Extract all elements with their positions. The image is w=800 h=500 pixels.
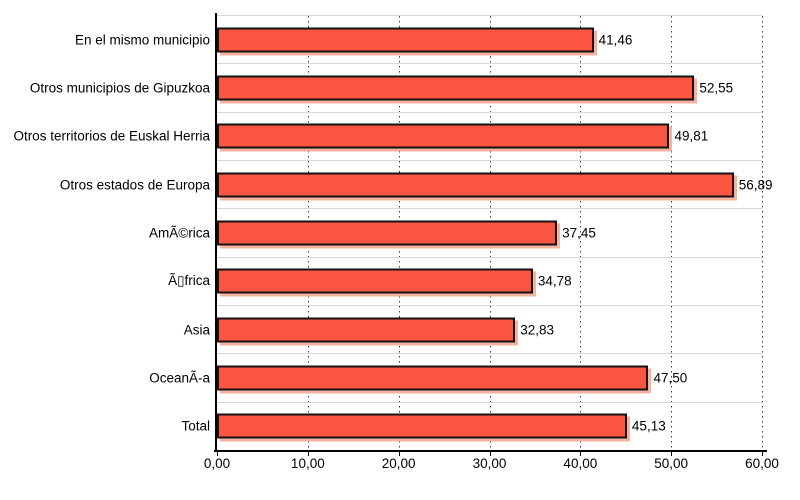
category-label: Otros municipios de Gipuzkoa bbox=[29, 80, 210, 96]
bar bbox=[217, 27, 594, 53]
value-label: 32,83 bbox=[520, 322, 554, 338]
gridline-60 bbox=[762, 16, 763, 450]
x-axis-tick-label: 10,00 bbox=[290, 456, 325, 471]
bar-row: AmÃ©rica 37,45 bbox=[149, 209, 762, 258]
bar-rows: En el mismo municipio 41,46 Otros municipi… bbox=[13, 16, 773, 450]
gridline-50 bbox=[671, 16, 673, 450]
bar bbox=[217, 365, 649, 391]
gridline-40 bbox=[580, 16, 582, 450]
x-axis-tick bbox=[307, 452, 309, 456]
bar-row: Ã▯frica 34,78 bbox=[168, 258, 762, 306]
bar bbox=[217, 172, 734, 198]
category-label: Otros territorios de Euskal Herria bbox=[13, 128, 210, 144]
x-axis-tick bbox=[217, 452, 218, 456]
category-label: Otros estados de Europa bbox=[59, 177, 210, 193]
category-label: OceanÃ-a bbox=[149, 370, 210, 386]
value-label: 41,46 bbox=[598, 32, 633, 48]
bar-row: OceanÃ-a 47,50 bbox=[149, 354, 762, 403]
x-axis-tick-label: 60,00 bbox=[745, 456, 779, 471]
x-axis-tick-label: 0,00 bbox=[203, 456, 231, 471]
bar-row: Otros estados de Europa 56,89 bbox=[60, 161, 773, 210]
bar bbox=[217, 75, 695, 101]
x-axis-tick-label: 20,00 bbox=[381, 456, 416, 471]
x-axis-line bbox=[214, 450, 767, 452]
x-axis-tick bbox=[580, 452, 582, 456]
y-axis-line bbox=[215, 13, 217, 452]
category-label: Ã▯frica bbox=[168, 273, 210, 289]
value-label: 37,45 bbox=[562, 225, 596, 241]
category-label: En el mismo municipio bbox=[74, 32, 210, 48]
value-label: 34,78 bbox=[537, 273, 572, 289]
bar-row: Otros municipios de Gipuzkoa 52,55 bbox=[30, 64, 762, 113]
bar bbox=[217, 123, 670, 149]
bar-row: Total 45,13 bbox=[181, 403, 762, 450]
value-label: 47,50 bbox=[653, 370, 688, 386]
value-label: 52,55 bbox=[699, 80, 734, 96]
value-label: 45,13 bbox=[631, 418, 666, 434]
category-label: AmÃ©rica bbox=[149, 225, 210, 241]
bar bbox=[217, 268, 533, 294]
bar-row: Otros territorios de Euskal Herria 49,81 bbox=[13, 113, 762, 161]
bar bbox=[217, 317, 516, 343]
bar-row: En el mismo municipio 41,46 bbox=[75, 16, 762, 65]
x-axis-tick-label: 50,00 bbox=[654, 456, 689, 471]
value-label: 56,89 bbox=[738, 177, 773, 193]
x-axis-tick bbox=[762, 452, 763, 456]
bar-row: Asia 32,83 bbox=[184, 306, 762, 355]
plot-area: En el mismo municipio 41,46 Otros municipi… bbox=[13, 15, 773, 450]
x-axis-tick-label: 40,00 bbox=[563, 456, 598, 471]
x-axis-tick-label: 30,00 bbox=[472, 456, 507, 471]
x-axis-tick bbox=[489, 452, 491, 456]
category-label: Asia bbox=[183, 322, 210, 338]
category-label: Total bbox=[181, 418, 210, 434]
value-label: 49,81 bbox=[674, 128, 709, 144]
x-axis-tick bbox=[398, 452, 400, 456]
bar bbox=[217, 413, 627, 439]
bar bbox=[217, 220, 558, 246]
x-axis-tick bbox=[671, 452, 673, 456]
